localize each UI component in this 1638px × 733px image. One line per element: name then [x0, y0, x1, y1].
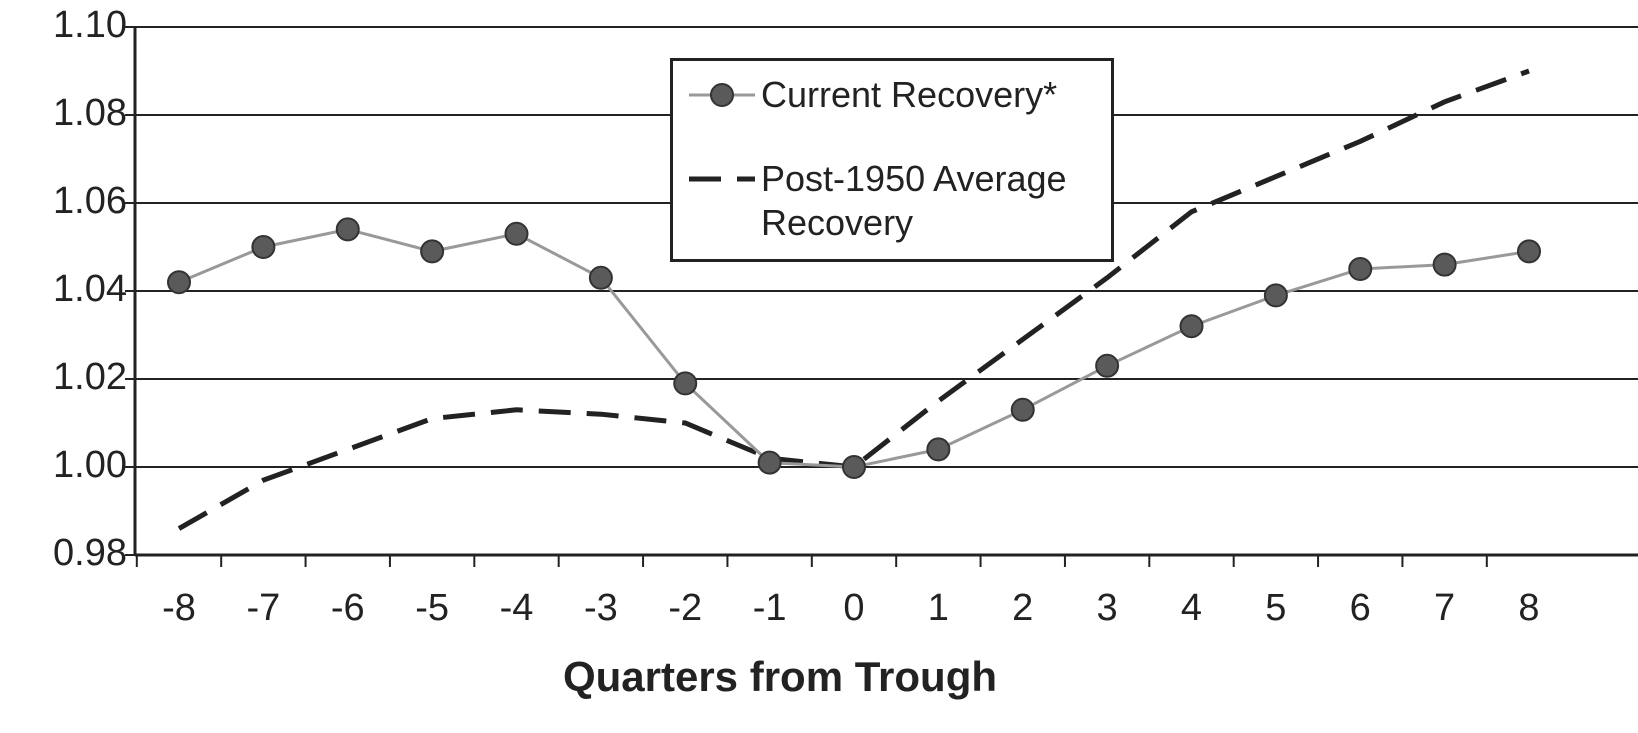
x-tick-label: -2: [668, 587, 702, 629]
data-point: [842, 455, 866, 479]
x-tick-label: 4: [1181, 587, 1202, 629]
series-line: [178, 227, 1530, 469]
legend: Current Recovery* Post-1950 Average Recov…: [670, 58, 1114, 262]
x-tick-label: -6: [331, 587, 365, 629]
data-point: [1095, 353, 1120, 378]
x-tick-label: 1: [928, 587, 949, 629]
legend-label: Post-1950 Average Recovery: [761, 158, 1067, 243]
x-axis-label: Quarters from Trough: [563, 653, 997, 700]
data-point: [588, 265, 613, 290]
data-point: [167, 270, 191, 295]
data-point: [1432, 252, 1457, 277]
data-point: [673, 371, 698, 396]
data-point: [1348, 257, 1373, 281]
series-line: [177, 68, 1530, 531]
y-tick-label: 0.98: [53, 532, 127, 574]
y-tick-label: 1.10: [53, 4, 127, 46]
legend-item: Current Recovery*: [683, 73, 1101, 117]
y-tick-label: 1.02: [53, 356, 127, 398]
x-tick-label: -8: [162, 587, 196, 629]
data-point: [1010, 397, 1035, 422]
legend-symbol: [689, 176, 755, 182]
x-tick-label: -1: [753, 587, 787, 629]
data-point: [1263, 283, 1288, 308]
data-point: [926, 437, 951, 462]
x-tick-label: -4: [500, 587, 534, 629]
y-tick-label: 1.04: [53, 268, 127, 310]
data-point: [757, 450, 782, 475]
data-point: [420, 239, 445, 264]
data-point: [335, 217, 360, 242]
x-tick-label: 3: [1097, 587, 1118, 629]
x-tick-label: -7: [246, 587, 280, 629]
x-tick-label: 7: [1434, 587, 1455, 629]
legend-marker: [710, 83, 734, 107]
x-tick-label: 6: [1350, 587, 1371, 629]
legend-item: Post-1950 Average Recovery: [683, 157, 1101, 245]
y-tick-label: 1.06: [53, 180, 127, 222]
data-point: [1179, 314, 1204, 339]
data-point: [1517, 239, 1541, 264]
x-tick-label: 8: [1518, 587, 1539, 629]
data-point: [504, 221, 529, 246]
legend-symbol: [689, 83, 755, 107]
y-tick-label: 1.00: [53, 444, 127, 486]
data-point: [251, 235, 276, 259]
x-tick-label: 2: [1012, 587, 1033, 629]
legend-label: Current Recovery*: [761, 74, 1058, 115]
x-tick-label: 5: [1265, 587, 1286, 629]
x-tick-label: 0: [843, 587, 864, 629]
x-tick-label: -5: [415, 587, 449, 629]
y-tick-label: 1.08: [53, 92, 127, 134]
x-tick-label: -3: [584, 587, 618, 629]
